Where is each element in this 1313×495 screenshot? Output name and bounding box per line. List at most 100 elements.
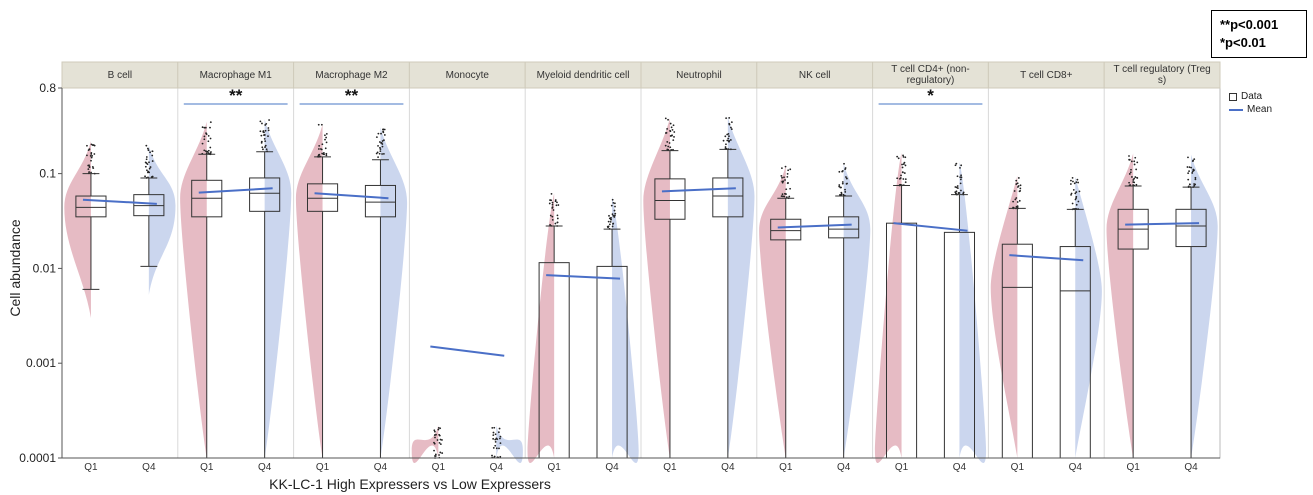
data-point [664, 132, 667, 134]
y-axis-label: Cell abundance [7, 219, 23, 317]
data-point [670, 134, 673, 137]
data-point [671, 129, 674, 131]
data-point [379, 146, 381, 149]
data-point [1075, 191, 1078, 193]
data-point [1018, 199, 1021, 202]
mean-line-icon [1229, 108, 1243, 111]
data-point [724, 135, 727, 138]
data-point [151, 150, 154, 153]
data-point [613, 214, 616, 217]
data-point [207, 140, 210, 143]
data-point [264, 144, 267, 147]
data-point [325, 154, 328, 157]
data-point [900, 174, 902, 177]
data-point [146, 163, 149, 166]
data-point [261, 122, 263, 125]
data-point [324, 138, 326, 141]
data-point [789, 168, 792, 171]
data-point [729, 139, 732, 141]
data-point [441, 452, 444, 454]
mean-line-myeloid-dendritic-cell [546, 274, 621, 280]
data-point [612, 214, 615, 217]
data-point [1131, 176, 1133, 178]
data-point [144, 175, 146, 178]
y-tick-label: 0.001 [26, 356, 56, 370]
data-point [838, 185, 841, 188]
data-point [664, 117, 667, 120]
data-point [614, 205, 616, 208]
data-point [209, 121, 212, 124]
data-point [375, 136, 378, 139]
x-tick-label: Q1 [547, 462, 561, 473]
data-point [491, 426, 494, 429]
data-point [1187, 156, 1189, 159]
data-point [263, 137, 266, 140]
data-point [204, 126, 207, 129]
data-point [382, 131, 385, 134]
data-point [263, 131, 265, 134]
data-point [441, 439, 443, 441]
data-point [433, 429, 436, 432]
data-point [783, 176, 785, 179]
mean-line-b-cell [82, 198, 157, 205]
x-tick-label: Q4 [374, 462, 388, 473]
data-point [1186, 166, 1189, 168]
data-point [1134, 176, 1137, 178]
data-point [840, 193, 843, 195]
x-tick-label: Q4 [1184, 462, 1198, 473]
panel-title-t-cell-regulatory-tregs: s) [1158, 75, 1166, 86]
data-point [838, 184, 841, 186]
data-point [381, 145, 384, 148]
data-point [673, 136, 675, 138]
data-point [556, 201, 558, 204]
data-point [608, 223, 611, 226]
data-point [260, 141, 263, 144]
data-point [91, 155, 94, 157]
data-point [551, 215, 554, 218]
data-point [86, 144, 88, 147]
panel-headers: B cell Macrophage M1 Macrophage M2 Monocyte… [61, 61, 1221, 89]
data-point [498, 447, 500, 450]
data-point [955, 162, 958, 165]
data-point [725, 117, 728, 120]
data-point [1072, 180, 1074, 183]
data-point [1187, 178, 1190, 181]
data-point [147, 149, 150, 152]
data-point [666, 141, 669, 143]
data-point [667, 145, 670, 148]
data-point [781, 193, 784, 196]
data-point [1017, 177, 1020, 179]
data-point [613, 216, 616, 218]
data-point [203, 135, 206, 138]
data-point [1075, 197, 1077, 200]
violin-b-cell-q1 [64, 141, 91, 318]
data-point [841, 169, 844, 172]
violins [64, 116, 1218, 463]
violin-nk-cell-q4 [843, 163, 871, 458]
data-point [846, 182, 848, 185]
data-point [90, 156, 93, 159]
data-point [376, 151, 379, 154]
mean-line-t-cell-cd8 [1009, 254, 1084, 262]
data-point [265, 122, 268, 125]
data-point [556, 221, 559, 224]
data-point [439, 443, 442, 446]
panel-title-monocyte: Monocyte [446, 70, 490, 81]
data-point [93, 153, 96, 155]
sig-legend-line-2: *p<0.01 [1220, 35, 1266, 50]
data-point [493, 426, 496, 429]
data-point [264, 140, 267, 143]
data-point [434, 455, 436, 457]
mean-line-t-cell-cd4-non-regulatory [893, 222, 968, 232]
data-point [781, 176, 783, 179]
data-point [145, 156, 148, 158]
data-point [88, 148, 91, 151]
data-point [381, 143, 384, 145]
data-point [673, 131, 676, 133]
data-point [203, 149, 206, 152]
data-point [494, 444, 497, 447]
data-point [264, 124, 267, 126]
data-point [383, 134, 386, 136]
data-point [497, 431, 500, 434]
data-point [1136, 161, 1139, 164]
